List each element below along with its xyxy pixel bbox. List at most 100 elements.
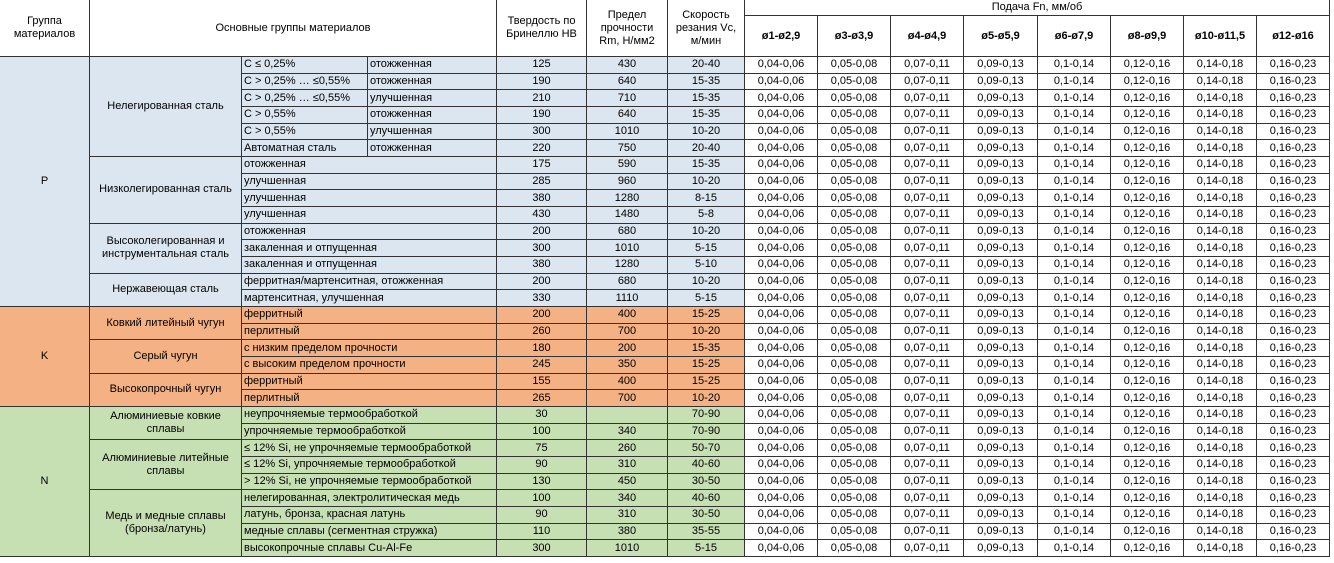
- feed: 0,04-0,06: [745, 107, 818, 124]
- feed: 0,12-0,16: [1111, 90, 1184, 107]
- group-code: N: [0, 407, 90, 557]
- feed: 0,05-0,08: [818, 540, 891, 557]
- strength: 640: [587, 107, 668, 124]
- speed: 30-50: [668, 473, 745, 491]
- header-size: ø8-ø9,9: [1111, 16, 1184, 57]
- strength: 400: [587, 373, 668, 391]
- feed: 0,09-0,13: [964, 107, 1038, 124]
- hardness: 75: [497, 440, 587, 457]
- group-code: P: [0, 57, 90, 307]
- feed: 0,12-0,16: [1111, 140, 1184, 157]
- feed: 0,1-0,14: [1038, 157, 1111, 174]
- feed: 0,07-0,11: [891, 423, 964, 441]
- feed: 0,14-0,18: [1184, 457, 1257, 474]
- feed: 0,07-0,11: [891, 457, 964, 474]
- feed: 0,04-0,06: [745, 490, 818, 507]
- speed: 5-8: [668, 207, 745, 224]
- feed: 0,12-0,16: [1111, 73, 1184, 91]
- speed: 20-40: [668, 140, 745, 157]
- description: улучшенная: [242, 207, 497, 224]
- description: перлитный: [242, 390, 497, 407]
- description: медные сплавы (сегментная стружка): [242, 523, 497, 541]
- description: закаленная и отпущенная: [242, 240, 497, 257]
- description: высокопрочные сплавы Cu-Al-Fe: [242, 540, 497, 557]
- feed: 0,14-0,18: [1184, 340, 1257, 357]
- speed: 15-35: [668, 90, 745, 107]
- feed: 0,07-0,11: [891, 440, 964, 457]
- feed: 0,09-0,13: [964, 473, 1038, 491]
- speed: 15-35: [668, 73, 745, 91]
- hardness: 190: [497, 107, 587, 124]
- header-feed: Подача Fn, мм/об: [745, 0, 1330, 16]
- feed: 0,07-0,11: [891, 323, 964, 341]
- feed: 0,14-0,18: [1184, 257, 1257, 274]
- feed: 0,05-0,08: [818, 140, 891, 157]
- feed: 0,05-0,08: [818, 490, 891, 507]
- feed: 0,14-0,18: [1184, 507, 1257, 524]
- feed: 0,16-0,23: [1257, 123, 1330, 141]
- feed: 0,07-0,11: [891, 490, 964, 507]
- description: отожженная: [242, 157, 497, 174]
- header-size: ø4-ø4,9: [891, 16, 964, 57]
- feed: 0,1-0,14: [1038, 123, 1111, 141]
- feed: 0,12-0,16: [1111, 340, 1184, 357]
- hardness: 100: [497, 423, 587, 441]
- feed: 0,07-0,11: [891, 173, 964, 191]
- feed: 0,05-0,08: [818, 90, 891, 107]
- feed: 0,12-0,16: [1111, 390, 1184, 407]
- feed: 0,09-0,13: [964, 357, 1038, 374]
- feed: 0,1-0,14: [1038, 490, 1111, 507]
- feed: 0,1-0,14: [1038, 523, 1111, 541]
- hardness: 90: [497, 457, 587, 474]
- speed: 8-15: [668, 190, 745, 207]
- feed: 0,07-0,11: [891, 107, 964, 124]
- description: ферритная/мартенситная, отожженная: [242, 273, 497, 291]
- speed: 10-20: [668, 223, 745, 241]
- feed: 0,14-0,18: [1184, 423, 1257, 441]
- feed: 0,14-0,18: [1184, 523, 1257, 541]
- feed: 0,07-0,11: [891, 73, 964, 91]
- feed: 0,1-0,14: [1038, 107, 1111, 124]
- hardness: 245: [497, 357, 587, 374]
- description: улучшенная: [242, 190, 497, 207]
- strength: 1480: [587, 207, 668, 224]
- feed: 0,1-0,14: [1038, 407, 1111, 424]
- speed: 10-20: [668, 123, 745, 141]
- description: ≤ 12% Si, не упрочняемые термообработкой: [242, 440, 497, 457]
- feed: 0,04-0,06: [745, 423, 818, 441]
- strength: 400: [587, 307, 668, 324]
- feed: 0,05-0,08: [818, 73, 891, 91]
- feed: 0,1-0,14: [1038, 440, 1111, 457]
- strength: 710: [587, 90, 668, 107]
- strength: 310: [587, 457, 668, 474]
- strength: 750: [587, 140, 668, 157]
- hardness: 30: [497, 407, 587, 424]
- feed: 0,07-0,11: [891, 123, 964, 141]
- feed: 0,09-0,13: [964, 123, 1038, 141]
- speed: 10-20: [668, 273, 745, 291]
- feed: 0,05-0,08: [818, 340, 891, 357]
- hardness: 300: [497, 123, 587, 141]
- feed: 0,1-0,14: [1038, 507, 1111, 524]
- strength: 380: [587, 523, 668, 541]
- hardness: 200: [497, 273, 587, 291]
- hardness: 180: [497, 340, 587, 357]
- feed: 0,14-0,18: [1184, 540, 1257, 557]
- feed: 0,07-0,11: [891, 473, 964, 491]
- feed: 0,16-0,23: [1257, 73, 1330, 91]
- strength: 1280: [587, 257, 668, 274]
- hardness: 300: [497, 240, 587, 257]
- feed: 0,05-0,08: [818, 323, 891, 341]
- feed: 0,09-0,13: [964, 190, 1038, 207]
- speed: 70-90: [668, 423, 745, 441]
- hardness: 300: [497, 540, 587, 557]
- feed: 0,05-0,08: [818, 240, 891, 257]
- feed: 0,16-0,23: [1257, 357, 1330, 374]
- strength: 340: [587, 490, 668, 507]
- feed: 0,14-0,18: [1184, 207, 1257, 224]
- feed: 0,09-0,13: [964, 390, 1038, 407]
- feed: 0,1-0,14: [1038, 357, 1111, 374]
- feed: 0,07-0,11: [891, 523, 964, 541]
- feed: 0,14-0,18: [1184, 90, 1257, 107]
